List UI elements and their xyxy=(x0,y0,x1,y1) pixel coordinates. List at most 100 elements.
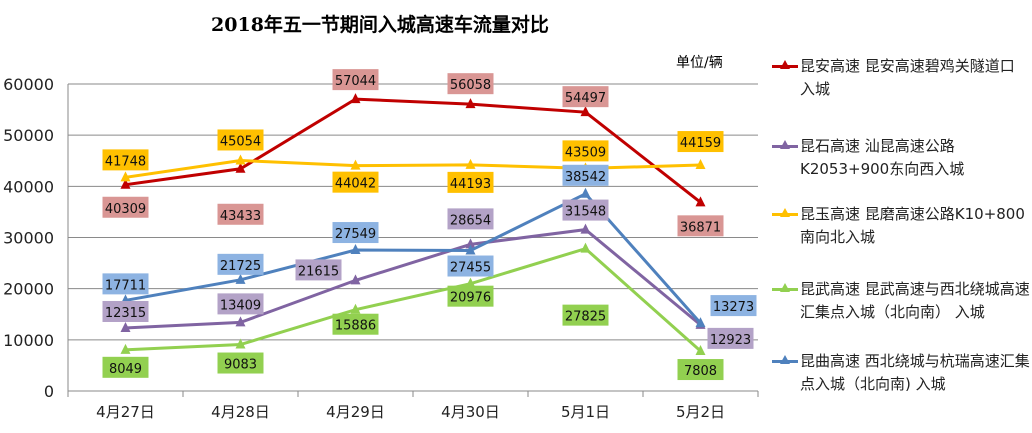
data-label: 41748 xyxy=(105,154,146,169)
data-label-box xyxy=(217,352,264,374)
data-point-marker xyxy=(235,273,246,284)
data-label: 27455 xyxy=(450,261,491,276)
data-point-marker xyxy=(350,244,361,255)
data-point-marker xyxy=(120,343,131,354)
data-point-marker xyxy=(580,223,591,234)
data-point-marker xyxy=(465,238,476,249)
x-tick-label: 5月1日 xyxy=(561,403,610,421)
data-point-marker xyxy=(350,303,361,314)
data-label: 28654 xyxy=(450,213,491,228)
data-label-box xyxy=(707,327,754,349)
data-label-box xyxy=(447,73,494,95)
data-label-box xyxy=(332,69,379,91)
data-label-box xyxy=(217,293,264,315)
data-label: 40309 xyxy=(105,202,146,217)
legend-item: 昆玉高速 昆磨高速公路K10+800南向北入城 xyxy=(770,203,1030,249)
data-label-box xyxy=(447,208,494,230)
data-label-box xyxy=(562,86,609,108)
data-label: 9083 xyxy=(224,358,257,373)
data-point-marker xyxy=(695,345,706,356)
data-point-marker xyxy=(580,106,591,117)
data-point-marker xyxy=(350,93,361,104)
y-tick-label: 60000 xyxy=(3,75,54,94)
series-line xyxy=(125,228,702,330)
legend-label: 昆安高速 昆安高速碧鸡关隧道口 入城 xyxy=(800,57,1015,98)
data-point-marker xyxy=(580,242,591,253)
legend-swatch-icon xyxy=(770,207,800,221)
data-point-marker xyxy=(695,317,706,328)
data-point-marker xyxy=(465,244,476,255)
data-label: 27825 xyxy=(565,310,606,325)
data-label: 38542 xyxy=(565,170,606,185)
data-label: 43433 xyxy=(220,209,261,224)
data-label-box xyxy=(217,203,264,225)
series-line xyxy=(125,246,702,353)
data-point-marker xyxy=(695,196,706,207)
legend-swatch-icon xyxy=(770,354,800,368)
data-point-marker xyxy=(465,277,476,288)
data-label: 54497 xyxy=(565,91,606,106)
data-label-box xyxy=(710,295,757,317)
data-label: 27549 xyxy=(335,227,376,242)
data-label-box xyxy=(447,255,494,277)
legend-item: 昆武高速 昆武高速与西北绕城高速汇集点入城（北向南） 入城 xyxy=(770,278,1030,324)
series-line xyxy=(125,158,701,179)
legend-swatch-icon xyxy=(770,139,800,153)
data-label-box xyxy=(332,222,379,244)
data-label-box xyxy=(447,171,494,193)
y-tick-label: 0 xyxy=(44,382,54,401)
legend-item: 昆石高速 汕昆高速公路K2053+900东向西入城 xyxy=(770,135,1030,181)
data-label-box xyxy=(332,171,379,193)
data-label: 21615 xyxy=(298,264,339,279)
data-label-box xyxy=(102,300,149,322)
data-label: 44159 xyxy=(680,136,721,151)
data-label: 36871 xyxy=(680,220,721,235)
data-point-marker xyxy=(235,316,246,327)
data-point-marker xyxy=(120,178,131,189)
series-line xyxy=(125,191,702,325)
data-label: 7808 xyxy=(684,364,717,379)
data-label: 20976 xyxy=(450,291,491,306)
y-tick-label: 40000 xyxy=(3,177,54,196)
data-label: 45054 xyxy=(220,134,261,149)
data-point-marker xyxy=(350,274,361,285)
data-label: 44193 xyxy=(450,177,491,192)
data-label-box xyxy=(217,129,264,151)
data-label: 13273 xyxy=(713,300,754,315)
y-tick-label: 10000 xyxy=(3,331,54,350)
data-point-marker xyxy=(465,98,476,109)
data-label-box xyxy=(562,199,609,221)
y-tick-label: 20000 xyxy=(3,280,54,299)
data-label: 31548 xyxy=(565,205,606,220)
legend-label: 昆玉高速 昆磨高速公路K10+800南向北入城 xyxy=(800,205,1025,246)
data-label-box xyxy=(295,259,342,281)
data-point-marker xyxy=(580,187,591,198)
y-tick-label: 50000 xyxy=(3,126,54,145)
data-point-marker xyxy=(235,154,246,165)
data-point-marker xyxy=(235,338,246,349)
chart-title: 2018年五一节期间入城高速车流量对比 xyxy=(211,14,549,36)
x-tick-label: 4月28日 xyxy=(211,403,270,421)
data-label-box xyxy=(677,131,724,153)
data-point-marker xyxy=(465,158,476,169)
data-point-marker xyxy=(120,321,131,332)
legend-label: 昆武高速 昆武高速与西北绕城高速汇集点入城（北向南） 入城 xyxy=(800,280,1030,321)
data-label-box xyxy=(562,304,609,326)
series-line xyxy=(125,97,702,204)
legend-item: 昆曲高速 西北绕城与杭瑞高速汇集点入城（北向南) 入城 xyxy=(770,350,1030,396)
data-label-box xyxy=(102,149,149,171)
legend-item: 昆安高速 昆安高速碧鸡关隧道口 入城 xyxy=(770,55,1030,101)
data-label: 12923 xyxy=(710,333,751,348)
data-point-marker xyxy=(350,159,361,170)
data-label-box xyxy=(332,313,379,335)
data-label: 44042 xyxy=(335,177,376,192)
legend-swatch-icon xyxy=(770,282,800,296)
legend-label: 昆石高速 汕昆高速公路K2053+900东向西入城 xyxy=(800,137,965,178)
data-label: 15886 xyxy=(335,319,376,334)
data-label-box xyxy=(562,164,609,186)
unit-label: 单位/辆 xyxy=(676,55,723,71)
data-label-box xyxy=(102,356,149,378)
data-label: 56058 xyxy=(450,78,491,93)
